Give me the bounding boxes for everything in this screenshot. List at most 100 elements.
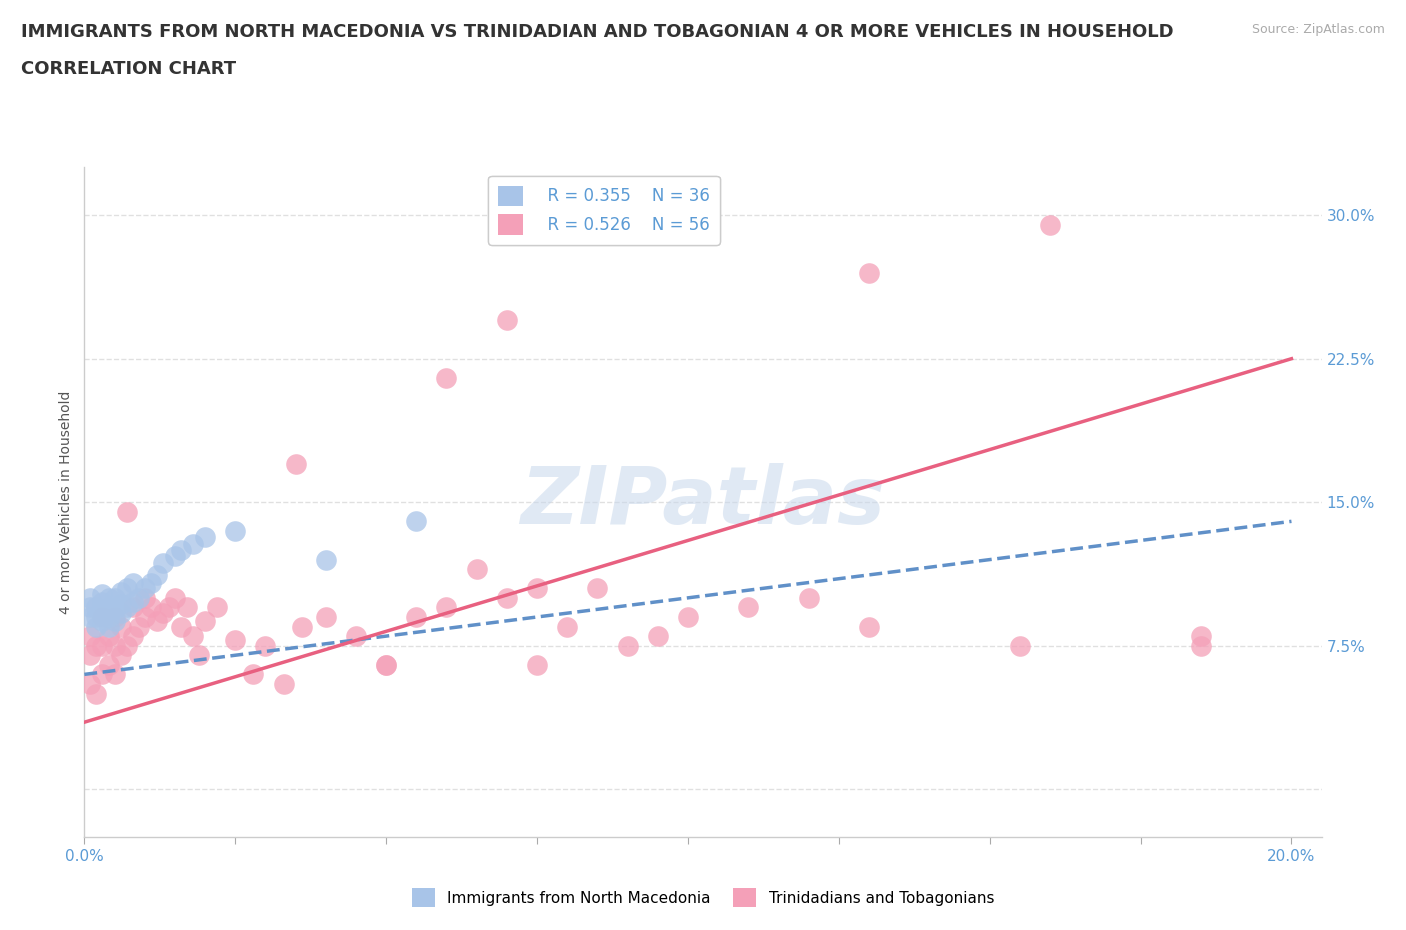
Point (157, 600, 180, 615)
Point (737, 600, 759, 615)
Point (194, 614, 217, 629)
Point (128, 619, 150, 634)
Point (110, 585, 132, 600)
Point (291, 619, 314, 634)
Point (79, 648, 101, 663)
Point (273, 676, 295, 691)
Point (134, 609, 156, 624)
Text: ZIPatlas: ZIPatlas (520, 463, 886, 541)
Point (103, 667, 125, 682)
Point (97, 629, 120, 644)
Point (86, 600, 108, 615)
Point (284, 457, 307, 472)
Point (86, 619, 108, 634)
Point (139, 600, 162, 615)
Point (224, 524, 246, 538)
Point (495, 313, 517, 328)
Point (134, 591, 156, 605)
Point (436, 600, 458, 615)
Point (91, 587, 114, 602)
Point (79, 591, 101, 605)
Point (115, 600, 138, 615)
Point (91, 605, 114, 620)
Point (97, 609, 120, 624)
Point (1189, 629, 1212, 644)
Y-axis label: 4 or more Vehicles in Household: 4 or more Vehicles in Household (59, 391, 73, 614)
Point (526, 581, 548, 596)
Point (103, 591, 125, 605)
Point (121, 600, 143, 615)
Point (97, 591, 120, 605)
Point (170, 542, 193, 557)
Point (110, 648, 132, 663)
Point (797, 591, 820, 605)
Point (344, 629, 367, 644)
Point (555, 619, 578, 634)
Point (495, 591, 517, 605)
Point (242, 667, 264, 682)
Point (128, 591, 150, 605)
Point (163, 549, 186, 564)
Point (1039, 218, 1062, 232)
Point (315, 552, 337, 567)
Point (152, 556, 174, 571)
Point (91, 594, 114, 609)
Point (103, 602, 125, 617)
Point (91, 609, 114, 624)
Point (103, 614, 125, 629)
Text: Source: ZipAtlas.com: Source: ZipAtlas.com (1251, 23, 1385, 36)
Point (188, 648, 211, 663)
Point (97, 619, 120, 634)
Point (91, 638, 114, 653)
Point (205, 600, 228, 615)
Point (194, 529, 217, 544)
Point (79, 609, 101, 624)
Point (110, 605, 132, 620)
Point (315, 609, 337, 624)
Point (139, 575, 162, 590)
Legend:   R = 0.355    N = 36,   R = 0.526    N = 56: R = 0.355 N = 36, R = 0.526 N = 56 (488, 176, 720, 245)
Point (146, 567, 169, 582)
Point (97, 658, 120, 672)
Point (110, 619, 132, 634)
Point (121, 629, 143, 644)
Point (79, 600, 101, 615)
Point (115, 504, 138, 519)
Point (115, 581, 138, 596)
Point (115, 638, 138, 653)
Point (465, 562, 488, 577)
Point (586, 581, 609, 596)
Point (79, 629, 101, 644)
Point (858, 619, 880, 634)
Point (176, 600, 198, 615)
Point (134, 581, 156, 596)
Point (86, 686, 108, 701)
Point (1008, 638, 1031, 653)
Point (103, 638, 125, 653)
Point (79, 676, 101, 691)
Point (91, 614, 114, 629)
Point (121, 594, 143, 609)
Point (110, 596, 132, 611)
Point (91, 667, 114, 682)
Point (152, 605, 174, 620)
Point (254, 638, 277, 653)
Point (526, 658, 548, 672)
Point (97, 600, 120, 615)
Point (405, 514, 427, 529)
Point (86, 609, 108, 624)
Point (647, 629, 669, 644)
Point (224, 632, 246, 647)
Point (858, 265, 880, 280)
Point (170, 619, 193, 634)
Point (436, 370, 458, 385)
Point (181, 629, 204, 644)
Point (121, 575, 143, 590)
Text: IMMIGRANTS FROM NORTH MACEDONIA VS TRINIDADIAN AND TOBAGONIAN 4 OR MORE VEHICLES: IMMIGRANTS FROM NORTH MACEDONIA VS TRINI… (21, 23, 1174, 41)
Point (163, 591, 186, 605)
Point (86, 638, 108, 653)
Point (103, 609, 125, 624)
Point (616, 638, 638, 653)
Point (146, 614, 169, 629)
Point (405, 609, 427, 624)
